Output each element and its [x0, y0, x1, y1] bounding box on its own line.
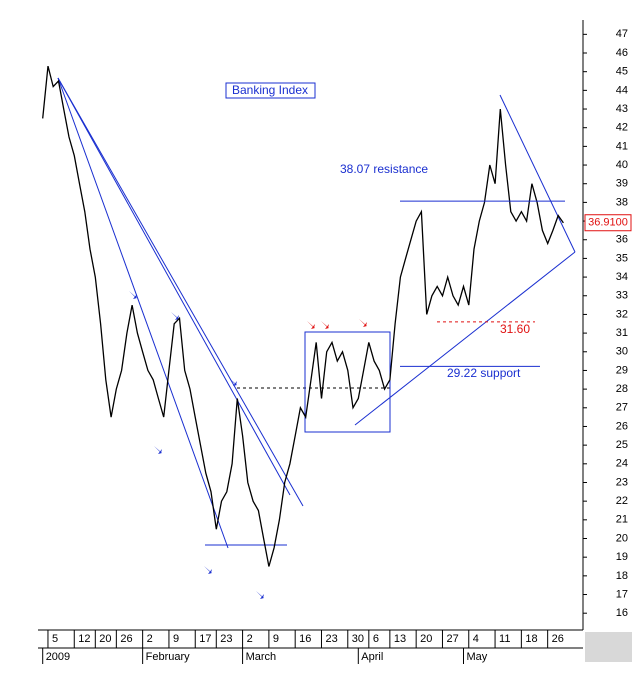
x-tick-label: 5 — [52, 633, 58, 645]
y-tick-label: 16 — [616, 607, 628, 619]
month-label: May — [467, 651, 488, 663]
y-tick-label: 44 — [616, 84, 628, 96]
y-tick-label: 24 — [616, 458, 628, 470]
x-tick-label: 23 — [220, 633, 232, 645]
x-tick-label: 13 — [394, 633, 406, 645]
y-tick-label: 43 — [616, 103, 628, 115]
y-tick-label: 35 — [616, 252, 628, 264]
x-tick-label: 2 — [247, 633, 253, 645]
y-tick-label: 17 — [616, 588, 628, 600]
trend-line — [57, 77, 229, 549]
arrow — [359, 319, 367, 327]
title-box — [225, 82, 316, 99]
arrow — [256, 591, 264, 599]
y-tick-label: 18 — [616, 570, 628, 582]
arrow — [129, 291, 137, 299]
y-tick-label: 39 — [616, 178, 628, 190]
y-tick-label: 40 — [616, 159, 628, 171]
last-price-box — [584, 214, 632, 232]
y-tick-label: 32 — [616, 308, 628, 320]
x-tick-label: 20 — [99, 633, 111, 645]
y-tick-label: 33 — [616, 290, 628, 302]
trend-line — [57, 77, 291, 496]
y-tick-label: 19 — [616, 551, 628, 563]
x-tick-label: 26 — [552, 633, 564, 645]
y-tick-label: 38 — [616, 196, 628, 208]
y-tick-label: 22 — [616, 495, 628, 507]
blue-arrows — [129, 291, 264, 599]
x-tick-label: 26 — [120, 633, 132, 645]
x-tick-label: 11 — [499, 633, 510, 645]
chart-title: Banking Index — [232, 83, 308, 97]
range-box — [304, 331, 391, 433]
x-tick-label: 23 — [325, 633, 337, 645]
x-tick-label: 4 — [473, 633, 479, 645]
x-tick-label: 18 — [525, 633, 537, 645]
trend-line — [57, 77, 304, 507]
y-tick-label: 45 — [616, 66, 628, 78]
x-tick-label: 20 — [420, 633, 432, 645]
x-tick-label: 2 — [147, 633, 153, 645]
month-label: March — [246, 651, 277, 663]
corner-box — [585, 632, 632, 662]
y-tick-label: 47 — [616, 28, 628, 40]
y-tick-label: 34 — [616, 271, 628, 283]
last-price-label: 36.9100 — [588, 217, 628, 229]
annotation: 38.07 resistance — [340, 162, 428, 176]
x-tick-label: 27 — [446, 633, 458, 645]
arrow — [171, 312, 179, 320]
y-tick-label: 31 — [616, 327, 628, 339]
arrow — [229, 378, 237, 386]
month-label: 2009 — [46, 651, 70, 663]
trend-line — [354, 251, 576, 426]
annotation: 31.60 — [500, 322, 530, 336]
y-tick-label: 30 — [616, 346, 628, 358]
x-tick-label: 30 — [352, 633, 364, 645]
annotation: 29.22 support — [447, 366, 521, 380]
y-tick-label: 42 — [616, 122, 628, 134]
y-tick-label: 20 — [616, 532, 628, 544]
x-tick-label: 17 — [199, 633, 211, 645]
x-tick-label: 9 — [273, 633, 279, 645]
y-tick-label: 28 — [616, 383, 628, 395]
arrow — [307, 321, 315, 329]
red-arrows — [307, 319, 367, 329]
x-tick-label: 6 — [373, 633, 379, 645]
y-tick-label: 25 — [616, 439, 628, 451]
y-tick-label: 29 — [616, 364, 628, 376]
x-tick-label: 12 — [78, 633, 90, 645]
y-tick-label: 26 — [616, 420, 628, 432]
month-label: April — [361, 651, 383, 663]
arrow — [154, 446, 162, 454]
y-tick-label: 21 — [616, 514, 628, 526]
trend-lines — [57, 77, 576, 549]
y-tick-label: 23 — [616, 476, 628, 488]
trend-line — [499, 94, 576, 253]
y-tick-label: 41 — [616, 140, 628, 152]
price-line — [42, 65, 564, 567]
x-tick-label: 9 — [173, 633, 179, 645]
x-tick-label: 16 — [299, 633, 311, 645]
arrow — [204, 566, 212, 574]
y-tick-label: 46 — [616, 47, 628, 59]
arrow — [321, 321, 329, 329]
y-tick-label: 27 — [616, 402, 628, 414]
y-tick-label: 36 — [616, 234, 628, 246]
month-label: February — [146, 651, 191, 663]
